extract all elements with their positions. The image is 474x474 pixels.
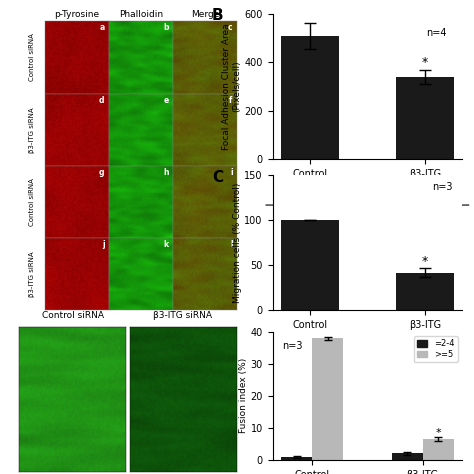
Text: β3-ITG siRNA: β3-ITG siRNA: [29, 252, 35, 297]
Text: p-Tyrosine: p-Tyrosine: [55, 10, 100, 18]
Text: Control siRNA: Control siRNA: [43, 311, 104, 320]
Y-axis label: Migration cells (% Control): Migration cells (% Control): [233, 183, 242, 303]
Bar: [396, 273, 454, 310]
Text: B: B: [212, 9, 224, 23]
Text: l: l: [230, 240, 233, 249]
Y-axis label: Fusion index (%): Fusion index (%): [239, 358, 248, 433]
Text: n=3: n=3: [432, 182, 453, 192]
Text: h: h: [163, 168, 169, 177]
Text: *: *: [422, 255, 428, 267]
Text: *: *: [435, 428, 441, 438]
Text: Control siRNA: Control siRNA: [29, 178, 35, 226]
Text: k: k: [164, 240, 169, 249]
Text: b: b: [163, 24, 169, 33]
Bar: [281, 36, 338, 159]
Bar: [281, 456, 312, 460]
Legend: =2-4, >=5: =2-4, >=5: [414, 336, 458, 362]
Text: DM 24 (h): DM 24 (h): [343, 214, 392, 224]
Text: n=3: n=3: [282, 341, 302, 351]
Text: g: g: [99, 168, 105, 177]
Text: β3-ITG siRNA: β3-ITG siRNA: [29, 107, 35, 153]
Bar: [396, 77, 454, 159]
Text: a: a: [99, 24, 105, 33]
Text: i: i: [230, 168, 233, 177]
Text: Phalloidin: Phalloidin: [119, 10, 163, 18]
Text: *: *: [422, 56, 428, 69]
Text: e: e: [163, 96, 169, 105]
Text: Control siRNA: Control siRNA: [29, 34, 35, 82]
Text: Merge: Merge: [191, 10, 219, 18]
Bar: [423, 439, 454, 460]
Text: β3-ITG siRNA: β3-ITG siRNA: [153, 311, 212, 320]
Text: d: d: [99, 96, 105, 105]
Text: n=4: n=4: [427, 28, 447, 38]
Text: f: f: [229, 96, 233, 105]
Text: C: C: [212, 170, 223, 185]
Bar: [392, 453, 423, 460]
Text: c: c: [228, 24, 233, 33]
Bar: [281, 220, 338, 310]
Y-axis label: Focal Adhesion Cluster Area
(Pixels/cell): Focal Adhesion Cluster Area (Pixels/cell…: [222, 23, 242, 150]
Text: j: j: [102, 240, 105, 249]
Bar: [312, 338, 343, 460]
